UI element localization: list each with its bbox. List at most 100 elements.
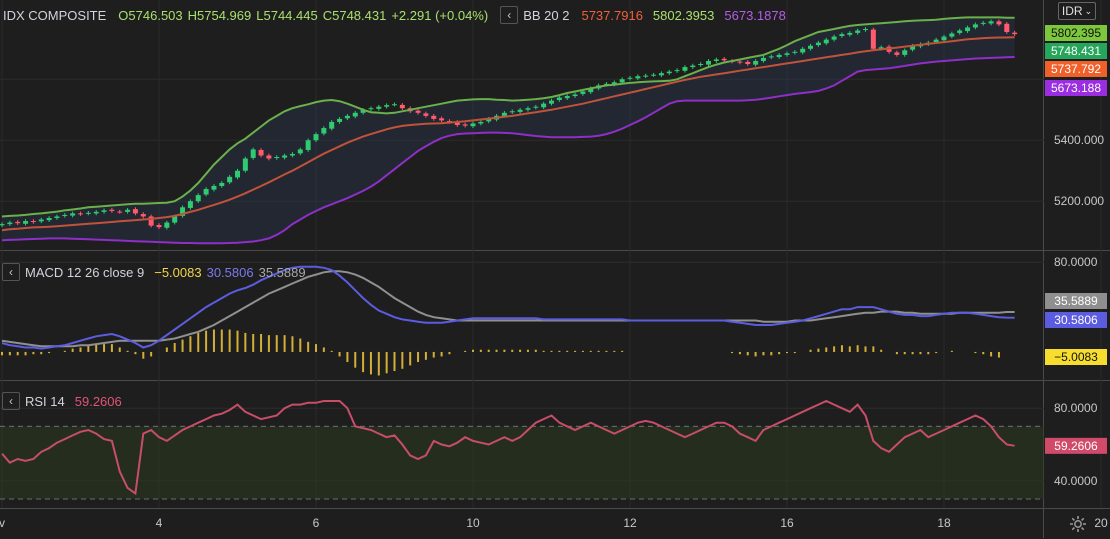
bb-basis-tag [1045,61,1107,77]
last-price-tag-label: 5748.431 [1051,44,1101,58]
candle [760,57,766,61]
last-price-tag [1045,43,1107,59]
candle [305,140,311,150]
candle [501,112,507,116]
candle [682,67,688,71]
candle [580,91,586,94]
bb-upper-line [1,16,1015,218]
candle [478,121,484,124]
settings-gear-icon[interactable] [1068,514,1088,534]
candle [870,29,876,49]
candle [815,42,821,46]
candle [117,211,123,213]
candle [996,21,1002,25]
candle [321,128,327,134]
candle [266,155,272,159]
candle [517,109,523,112]
candle [46,217,52,221]
x-tick-label: 4 [156,516,163,530]
bb-basis-line [1,36,1015,232]
indicator-lines [1,16,1015,496]
macd-signal-value: 35.5889 [258,264,306,280]
candle [462,124,468,126]
bb-lower-tag-label: 5673.188 [1051,81,1101,95]
candle [839,34,845,36]
candle [486,118,492,122]
candle [38,219,44,222]
candle [1012,32,1018,35]
candle [30,221,36,223]
macd-legend: ‹ MACD 12 26 close 9 −5.0083 30.5806 35.… [2,263,311,281]
macd-y-tick-label: 80.0000 [1054,255,1098,269]
candle [1004,23,1010,33]
candle [949,33,955,37]
candle [297,149,303,154]
bb-lower-tag [1045,80,1107,96]
candle [737,61,743,63]
candle [132,209,138,214]
candle [258,150,264,156]
candle [109,209,115,211]
rsi-label[interactable]: RSI 14 [25,393,65,409]
candle [250,149,256,158]
candle [446,121,452,123]
collapse-bb-button[interactable]: ‹ [500,6,519,24]
candle [556,97,562,100]
bollinger-fill [2,17,1015,244]
candle [274,157,280,159]
candle [368,108,374,110]
bb-lower-line [1,56,1015,245]
candle [651,74,657,76]
candle [776,54,782,58]
candle [627,77,633,79]
candle [808,45,814,49]
candle [666,71,672,74]
candle [93,211,99,214]
macd-tag-label: 30.5806 [1054,313,1098,327]
currency-label: IDR [1061,4,1083,18]
candle [878,47,884,49]
signal-tag-label: 35.5889 [1054,294,1098,308]
candle [965,27,971,32]
price-axis: v46101216182024265200.0005400.00080.0000… [0,25,1108,530]
price-y-tick-label: 5400.000 [1054,133,1104,147]
candle [211,185,217,190]
candle [392,104,397,106]
macd-hist-value: −5.0083 [154,264,202,280]
rsi-line [1,399,1015,496]
rsi-tag-label: 59.2606 [1054,439,1098,453]
candle [101,210,107,212]
main-legend: IDX COMPOSITE O5746.503 H5754.969 L5744.… [3,6,791,24]
bb-label[interactable]: BB 20 2 [523,7,570,23]
candle [172,216,178,223]
candle [7,222,13,225]
price-y-tick-label: 5200.000 [1054,194,1104,208]
candle [533,106,539,108]
macd-line [1,265,1015,350]
macd-label[interactable]: MACD 12 26 close 9 [25,264,145,280]
candle [384,105,390,107]
currency-select[interactable]: IDR ⌄ [1058,2,1096,20]
candle [588,88,594,93]
candle [0,224,5,226]
symbol-name[interactable]: IDX COMPOSITE [3,7,107,23]
chevron-down-icon: ⌄ [1084,5,1093,16]
candle [635,76,641,79]
macd-value: 30.5806 [206,264,254,280]
candle [894,52,900,55]
candle [541,103,547,108]
candle [549,100,554,104]
candle [62,214,68,216]
collapse-rsi-button[interactable]: ‹ [2,392,20,410]
collapse-macd-button[interactable]: ‹ [2,263,20,281]
candle [658,73,664,76]
rsi-y-tick-label: 40.0000 [1054,474,1098,488]
x-tick-label: 12 [623,516,637,530]
candle [611,82,617,85]
rsi-value: 59.2606 [74,393,122,409]
x-tick-label: 18 [937,516,951,530]
chevron-left-icon: ‹ [9,265,13,279]
rsi-tag [1045,437,1107,454]
chevron-left-icon: ‹ [507,8,512,22]
